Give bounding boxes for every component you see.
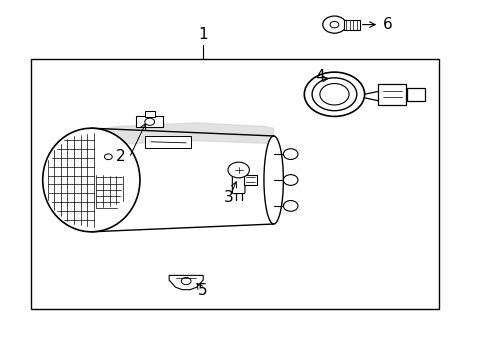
Bar <box>30 59 438 309</box>
Circle shape <box>322 16 346 33</box>
Circle shape <box>329 21 338 28</box>
Text: 2: 2 <box>116 149 125 164</box>
Circle shape <box>304 72 364 116</box>
FancyBboxPatch shape <box>377 84 406 105</box>
Polygon shape <box>91 123 273 149</box>
Text: 3: 3 <box>224 190 233 204</box>
Text: 1: 1 <box>198 27 207 42</box>
Ellipse shape <box>42 128 140 232</box>
Ellipse shape <box>283 149 297 159</box>
FancyBboxPatch shape <box>232 174 244 194</box>
Circle shape <box>319 84 348 105</box>
Circle shape <box>311 78 356 111</box>
Text: 5: 5 <box>198 283 207 297</box>
Circle shape <box>227 162 249 178</box>
FancyBboxPatch shape <box>244 175 256 185</box>
Circle shape <box>144 118 154 125</box>
Polygon shape <box>169 275 203 290</box>
Ellipse shape <box>283 175 297 185</box>
Text: 6: 6 <box>382 17 392 32</box>
Ellipse shape <box>283 201 297 211</box>
Text: 4: 4 <box>314 69 324 84</box>
FancyBboxPatch shape <box>144 136 191 148</box>
Polygon shape <box>91 128 273 232</box>
Circle shape <box>181 278 191 285</box>
Ellipse shape <box>264 136 283 224</box>
FancyBboxPatch shape <box>136 116 163 127</box>
FancyBboxPatch shape <box>407 88 424 101</box>
FancyBboxPatch shape <box>344 19 359 30</box>
FancyBboxPatch shape <box>144 111 154 117</box>
Circle shape <box>104 154 112 159</box>
